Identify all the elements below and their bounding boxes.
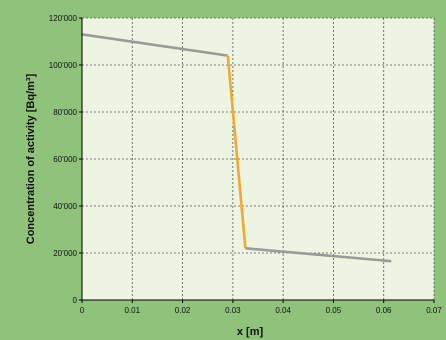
series-line-1: [81, 33, 228, 57]
y-tick-label: 40'000: [53, 202, 77, 211]
x-tick-label: 0.02: [175, 306, 191, 315]
x-tick-label: 0.07: [426, 306, 442, 315]
x-tick-label: 0.06: [376, 306, 392, 315]
x-tick-label: 0.04: [275, 306, 291, 315]
x-tick-label: 0.05: [326, 306, 342, 315]
grid-lines: [82, 17, 435, 300]
y-tick-label: 100'000: [49, 61, 78, 70]
y-axis-title: Concentration of activity [Bq/m³]: [25, 73, 37, 244]
series-line-2: [226, 55, 247, 249]
series-lines: [81, 33, 392, 263]
y-tick-label: 120'000: [49, 14, 78, 23]
y-tick-label: 60'000: [53, 155, 77, 164]
x-tick-label: 0: [80, 306, 85, 315]
x-tick-label: 0.01: [124, 306, 140, 315]
x-tick-label: 0.03: [225, 306, 241, 315]
y-tick-label: 20'000: [53, 249, 77, 258]
y-tick-label: 80'000: [53, 108, 77, 117]
y-tick-label: 0: [73, 296, 78, 305]
x-axis-title: x [m]: [237, 326, 264, 338]
tick-labels: 0 0.01 0.02 0.03 0.04 0.05 0.06 0.07 0 20'000 40'0…: [49, 14, 443, 315]
series-line-3: [245, 247, 392, 263]
